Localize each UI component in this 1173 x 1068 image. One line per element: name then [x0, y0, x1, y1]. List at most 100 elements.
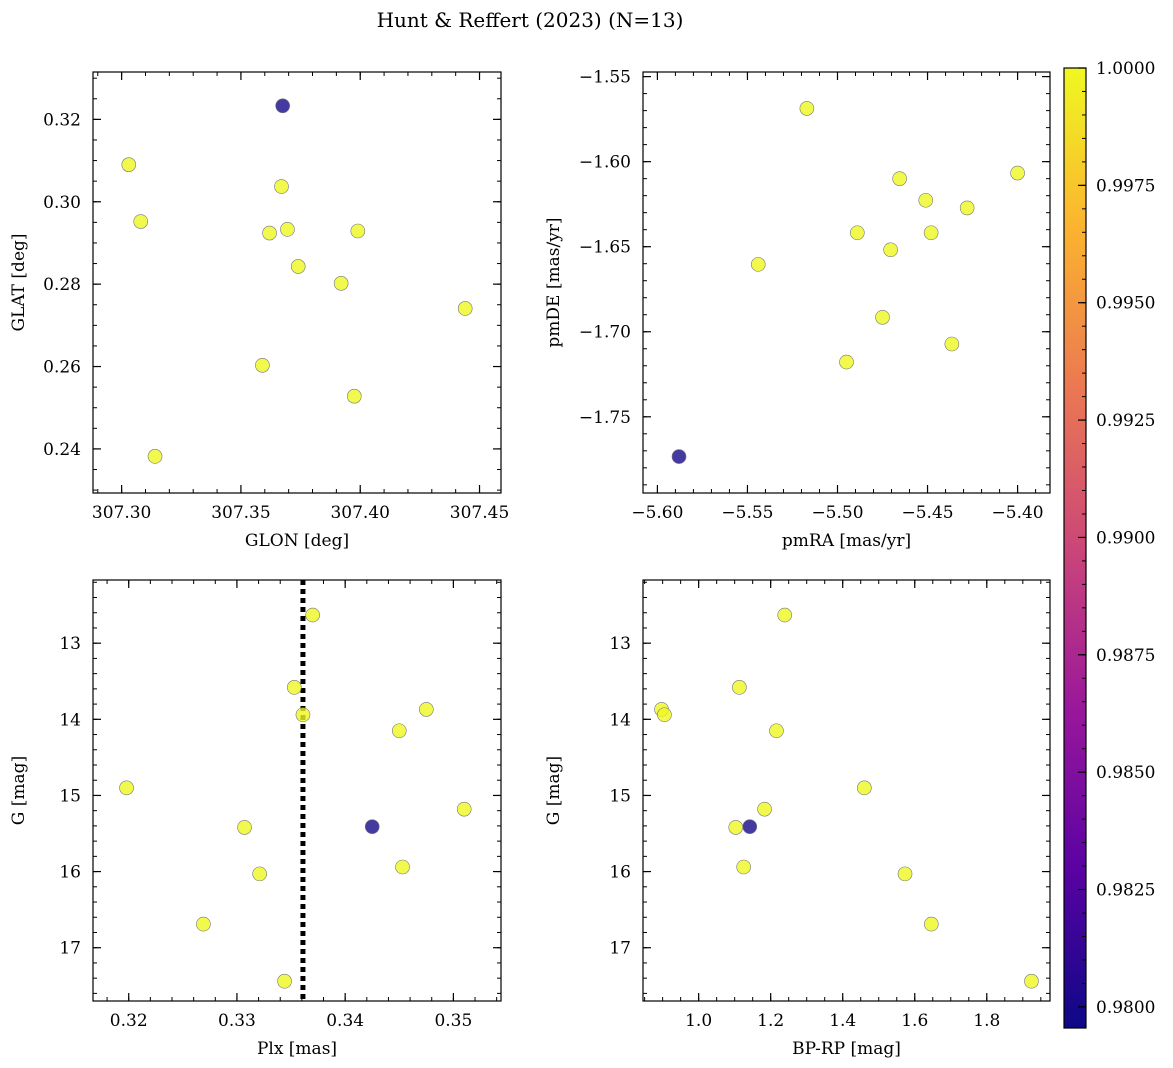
x-tick-label: 307.35: [211, 503, 270, 523]
colorbar-tick-label: 0.9800: [1096, 998, 1155, 1018]
data-point: [924, 916, 939, 932]
y-tick-label: 13: [59, 634, 81, 654]
x-tick-label: 1.8: [973, 1011, 1000, 1031]
y-tick-label: 0.24: [43, 440, 81, 460]
x-tick-label: 1.0: [685, 1011, 712, 1031]
data-point: [274, 179, 289, 194]
data-point: [1024, 973, 1039, 989]
axes-frame: [642, 71, 1051, 494]
data-point: [456, 801, 472, 817]
x-tick-label: 0.35: [434, 1011, 472, 1031]
y-tick-label: −1.65: [579, 238, 631, 258]
x-tick-label: −5.60: [631, 503, 683, 523]
data-point: [959, 200, 975, 216]
data-point: [252, 866, 267, 882]
data-point: [875, 309, 890, 325]
data-point: [419, 702, 434, 717]
x-tick-label: 307.45: [450, 503, 509, 523]
data-point: [892, 171, 907, 186]
y-axis-label: GLAT [deg]: [9, 233, 29, 331]
colorbar-tick-label: 0.9875: [1096, 646, 1155, 666]
y-tick-label: 0.30: [43, 193, 81, 213]
x-tick-label: −5.50: [811, 503, 863, 523]
y-tick-label: 14: [59, 710, 81, 730]
y-tick-label: 14: [609, 710, 631, 730]
colorbar: 0.9800 0.9825 0.9850 0.9875 0.9900 0.9925 0.99…: [1063, 59, 1155, 1029]
data-point: [799, 101, 815, 116]
data-point: [262, 225, 277, 241]
data-point: [918, 192, 934, 208]
figure-title: Hunt & Reffert (2023) (N=13): [377, 8, 684, 32]
axes-frame: [92, 579, 502, 1002]
panel-bprp-g: 1.0 1.2 1.4 1.6 1.8 13 14 15 16 17 BP-RP [mag] G [m…: [544, 579, 1051, 1059]
x-axis-label: pmRA [mas/yr]: [782, 531, 911, 551]
colorbar-tick-label: 0.9900: [1096, 528, 1155, 548]
data-point: [395, 859, 410, 875]
y-tick-label: 0.28: [43, 275, 81, 295]
colorbar-tick-label: 0.9950: [1096, 294, 1155, 314]
data-point: [728, 820, 744, 835]
y-tick-label: 0.26: [43, 358, 81, 378]
data-point: [119, 780, 134, 796]
data-point: [732, 680, 747, 695]
data-point: [364, 819, 380, 834]
data-point: [346, 388, 362, 404]
y-tick-label: 15: [59, 786, 81, 806]
data-point: [897, 866, 913, 882]
data-point: [255, 357, 270, 373]
x-tick-label: 0.34: [326, 1011, 364, 1031]
data-point: [286, 680, 302, 695]
data-point: [757, 801, 772, 817]
data-point: [237, 820, 252, 835]
colorbar-tick-label: 0.9975: [1096, 176, 1155, 196]
x-tick-label: 1.6: [901, 1011, 928, 1031]
data-point: [147, 449, 163, 464]
x-tick-label: −5.40: [992, 503, 1044, 523]
data-point: [671, 449, 687, 464]
data-point: [305, 607, 320, 623]
panel-pmra-pmde: −5.60 −5.55 −5.50 −5.45 −5.40 −1.75 −1.70 −1.65…: [544, 68, 1051, 551]
x-tick-label: 307.30: [92, 503, 151, 523]
colorbar-tick-label: 0.9825: [1096, 881, 1155, 901]
y-axis-label: pmDE [mas/yr]: [544, 217, 564, 347]
colorbar-tick-label: 1.0000: [1096, 59, 1155, 79]
x-tick-label: −5.45: [901, 503, 953, 523]
colorbar-gradient: [1064, 68, 1086, 1028]
y-axis-label: G [mag]: [544, 756, 564, 825]
colorbar-frame: [1063, 67, 1087, 1029]
data-point: [277, 973, 292, 989]
data-point: [280, 222, 295, 237]
y-tick-label: 17: [609, 939, 631, 959]
data-point: [657, 707, 672, 723]
data-point: [1010, 165, 1025, 181]
x-tick-label: 0.32: [110, 1011, 148, 1031]
y-tick-label: −1.75: [579, 408, 631, 428]
y-axis-label: G [mag]: [9, 756, 29, 825]
axes-frame: [92, 71, 502, 494]
x-axis-label: BP-RP [mag]: [792, 1039, 901, 1059]
colorbar-tick-label: 0.9925: [1096, 411, 1155, 431]
data-point: [742, 819, 758, 834]
x-tick-label: 1.4: [829, 1011, 856, 1031]
data-point: [121, 157, 137, 172]
data-point: [883, 242, 898, 258]
data-point: [196, 916, 211, 932]
data-point: [777, 607, 793, 623]
data-point: [850, 225, 865, 241]
data-point: [391, 723, 407, 739]
y-tick-label: 17: [59, 939, 81, 959]
y-tick-label: −1.70: [579, 323, 631, 343]
y-tick-label: −1.60: [579, 153, 631, 173]
x-axis-label: Plx [mas]: [257, 1039, 337, 1059]
data-point: [736, 859, 751, 875]
panel-plx-g: 0.32 0.33 0.34 0.35 13 14 15 16 17 Plx [mas] G [ma…: [9, 579, 502, 1059]
y-tick-label: 15: [609, 786, 631, 806]
data-point: [944, 336, 960, 352]
data-point: [457, 301, 473, 316]
data-point: [769, 723, 784, 739]
axes-frame: [642, 579, 1051, 1002]
x-axis-label: GLON [deg]: [245, 531, 349, 551]
data-point: [750, 257, 766, 272]
x-tick-label: −5.55: [721, 503, 773, 523]
